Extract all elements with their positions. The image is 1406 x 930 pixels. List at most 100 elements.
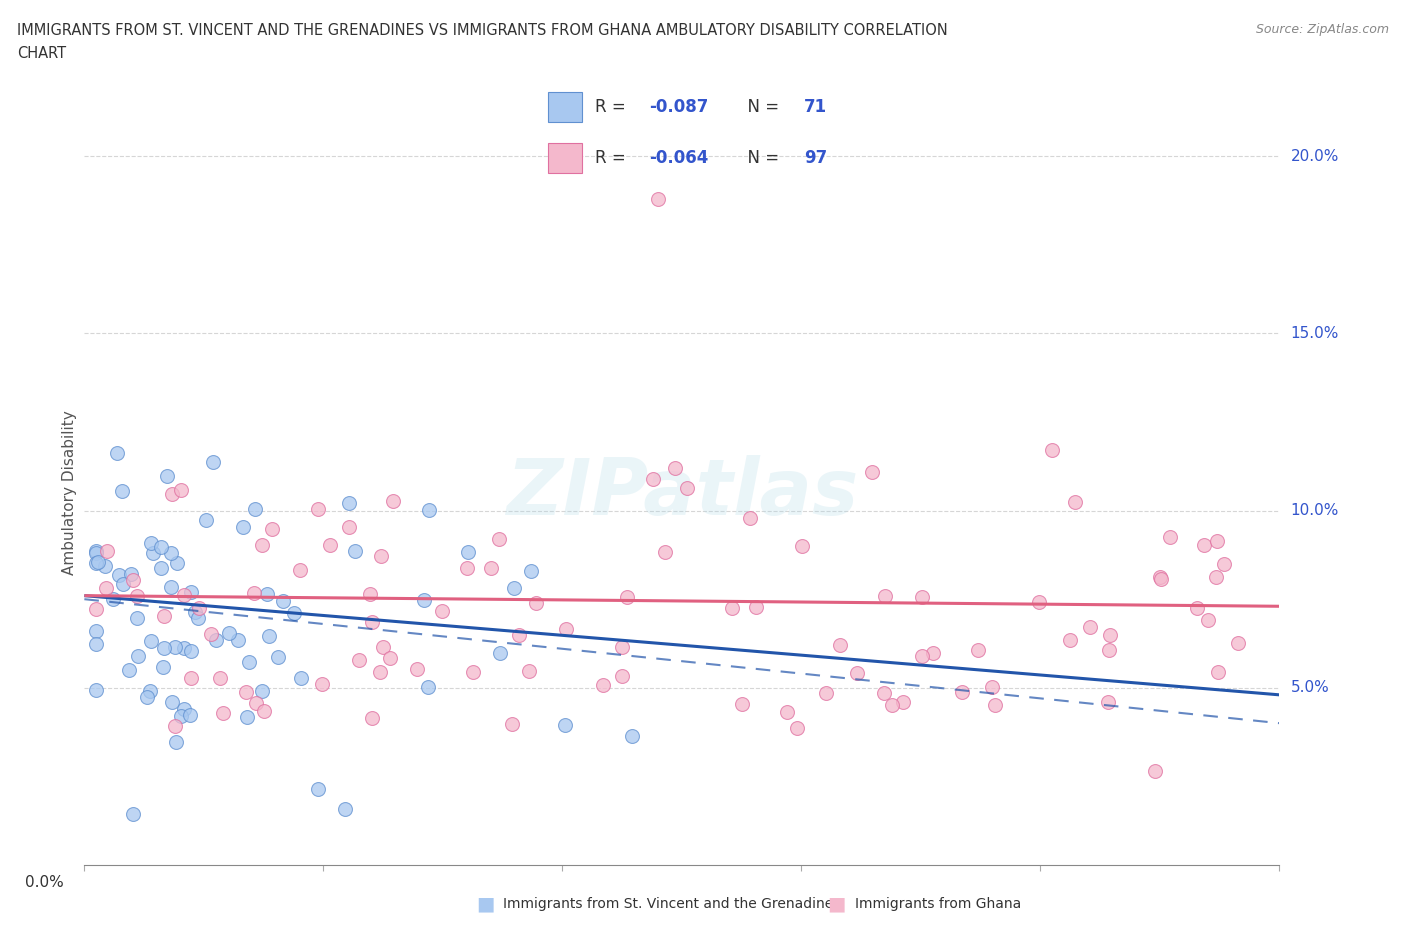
Point bbox=[620, 728, 643, 743]
Point bbox=[1159, 529, 1181, 544]
Point bbox=[152, 659, 174, 674]
Point bbox=[984, 698, 1007, 713]
Point bbox=[86, 602, 108, 617]
Y-axis label: Ambulatory Disability: Ambulatory Disability bbox=[62, 410, 77, 576]
Point bbox=[138, 684, 160, 698]
Point bbox=[209, 671, 232, 686]
Point bbox=[283, 605, 305, 620]
Text: N =: N = bbox=[737, 98, 785, 116]
Text: 5.0%: 5.0% bbox=[1291, 680, 1329, 696]
Text: N =: N = bbox=[737, 149, 785, 167]
Point bbox=[111, 577, 134, 591]
Point bbox=[156, 469, 179, 484]
Point bbox=[179, 708, 201, 723]
Point bbox=[830, 638, 852, 653]
Point bbox=[1097, 695, 1119, 710]
Point bbox=[1205, 569, 1227, 584]
Point bbox=[245, 696, 267, 711]
Point bbox=[86, 544, 108, 559]
Text: 71: 71 bbox=[804, 98, 827, 116]
Point bbox=[290, 671, 312, 685]
Point bbox=[200, 627, 222, 642]
Text: ZIPatlas: ZIPatlas bbox=[506, 455, 858, 531]
Text: 20.0%: 20.0% bbox=[1291, 149, 1339, 164]
Point bbox=[1212, 557, 1234, 572]
Point bbox=[911, 590, 934, 604]
Point bbox=[1185, 601, 1208, 616]
Point bbox=[347, 653, 370, 668]
Point bbox=[368, 665, 391, 680]
Point bbox=[519, 564, 541, 578]
Bar bbox=[548, 92, 582, 122]
Text: R =: R = bbox=[595, 98, 631, 116]
Point bbox=[337, 496, 360, 511]
Point bbox=[159, 579, 181, 594]
Point bbox=[846, 665, 869, 680]
Point bbox=[160, 545, 183, 560]
Point bbox=[187, 611, 209, 626]
Point bbox=[173, 702, 195, 717]
Point bbox=[162, 695, 184, 710]
Point bbox=[815, 686, 838, 701]
Point bbox=[1143, 764, 1166, 778]
Point bbox=[307, 501, 329, 516]
Point bbox=[647, 192, 669, 206]
Point bbox=[307, 781, 329, 796]
Point bbox=[488, 531, 510, 546]
Point bbox=[232, 519, 254, 534]
Point bbox=[343, 544, 366, 559]
Point bbox=[873, 685, 896, 700]
Point bbox=[235, 684, 257, 699]
Point bbox=[273, 593, 295, 608]
Point bbox=[922, 645, 945, 660]
Point bbox=[610, 640, 633, 655]
Point bbox=[1098, 642, 1121, 657]
Point bbox=[184, 605, 207, 620]
Point bbox=[236, 710, 259, 724]
Point bbox=[489, 645, 512, 660]
Point bbox=[160, 486, 183, 501]
Text: Source: ZipAtlas.com: Source: ZipAtlas.com bbox=[1256, 23, 1389, 36]
Point bbox=[980, 680, 1002, 695]
Point bbox=[891, 695, 914, 710]
Point bbox=[195, 512, 218, 527]
Point bbox=[169, 483, 191, 498]
Point bbox=[730, 697, 752, 711]
Point bbox=[860, 464, 883, 479]
Point bbox=[86, 546, 108, 561]
Point bbox=[792, 538, 814, 553]
Point bbox=[610, 669, 633, 684]
Point bbox=[616, 590, 638, 604]
Point bbox=[111, 484, 134, 498]
Point bbox=[94, 558, 117, 573]
Point bbox=[87, 555, 110, 570]
Point bbox=[508, 627, 530, 642]
Point bbox=[96, 580, 118, 595]
Text: ■: ■ bbox=[475, 895, 495, 913]
Point bbox=[163, 640, 186, 655]
Point bbox=[250, 538, 273, 552]
Point bbox=[555, 622, 578, 637]
Point bbox=[413, 592, 436, 607]
Text: Immigrants from St. Vincent and the Grenadines: Immigrants from St. Vincent and the Gren… bbox=[503, 897, 841, 911]
Point bbox=[127, 649, 149, 664]
Point bbox=[125, 589, 148, 604]
Point bbox=[267, 649, 290, 664]
Point bbox=[226, 632, 249, 647]
Point bbox=[150, 539, 173, 554]
Point bbox=[180, 671, 202, 685]
Text: R =: R = bbox=[595, 149, 631, 167]
Point bbox=[257, 628, 280, 643]
Point bbox=[163, 718, 186, 733]
Point bbox=[1078, 619, 1101, 634]
Point bbox=[950, 684, 973, 699]
Point bbox=[202, 455, 225, 470]
Point bbox=[1150, 571, 1173, 586]
Point bbox=[1197, 613, 1219, 628]
Point bbox=[135, 689, 157, 704]
Point bbox=[378, 650, 401, 665]
Point bbox=[142, 545, 165, 560]
Point bbox=[501, 717, 523, 732]
Point bbox=[880, 698, 903, 712]
Point bbox=[218, 625, 240, 640]
